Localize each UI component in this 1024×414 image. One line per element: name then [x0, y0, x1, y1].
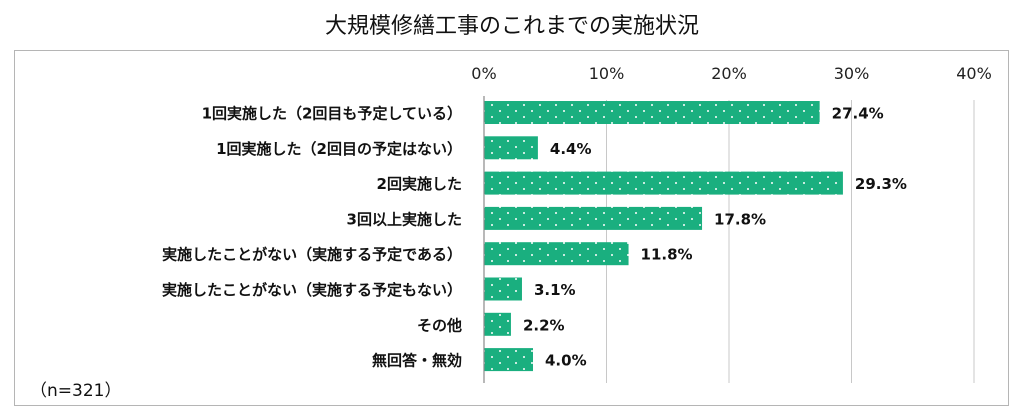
- category-label: 実施したことがない（実施する予定もない）: [162, 281, 462, 299]
- x-tick-label: 30%: [834, 64, 870, 83]
- data-label: 17.8%: [714, 210, 766, 228]
- bar: [484, 242, 629, 266]
- x-tick-label: 10%: [589, 64, 625, 83]
- x-tick-label: 0%: [471, 64, 496, 83]
- chart-frame: [14, 50, 1009, 406]
- bar: [484, 277, 522, 301]
- bar: [484, 101, 820, 124]
- data-label: 29.3%: [855, 175, 907, 193]
- data-label: 4.4%: [550, 140, 592, 158]
- category-label: 2回実施した: [377, 175, 462, 193]
- data-label: 3.1%: [534, 281, 576, 299]
- category-label: 無回答・無効: [372, 352, 462, 370]
- bar: [484, 348, 533, 372]
- data-label: 2.2%: [523, 316, 565, 334]
- category-label: 実施したことがない（実施する予定である）: [162, 246, 462, 264]
- data-label: 11.8%: [641, 246, 693, 264]
- data-label: 4.0%: [545, 352, 587, 370]
- bar: [484, 136, 538, 160]
- category-label: その他: [417, 316, 462, 334]
- data-label: 27.4%: [832, 105, 884, 123]
- category-label: 3回以上実施した: [347, 210, 462, 228]
- bar: [484, 206, 703, 230]
- category-label: 1回実施した（2回目も予定している）: [202, 105, 462, 123]
- x-tick-label: 40%: [956, 64, 992, 83]
- chart-title: 大規模修繕工事のこれまでの実施状況: [324, 14, 699, 39]
- bar: [484, 171, 843, 195]
- sample-size-note: （n=321）: [30, 381, 122, 401]
- bar: [484, 312, 511, 336]
- x-tick-label: 20%: [711, 64, 747, 83]
- category-label: 1回実施した（2回目の予定はない）: [216, 140, 462, 158]
